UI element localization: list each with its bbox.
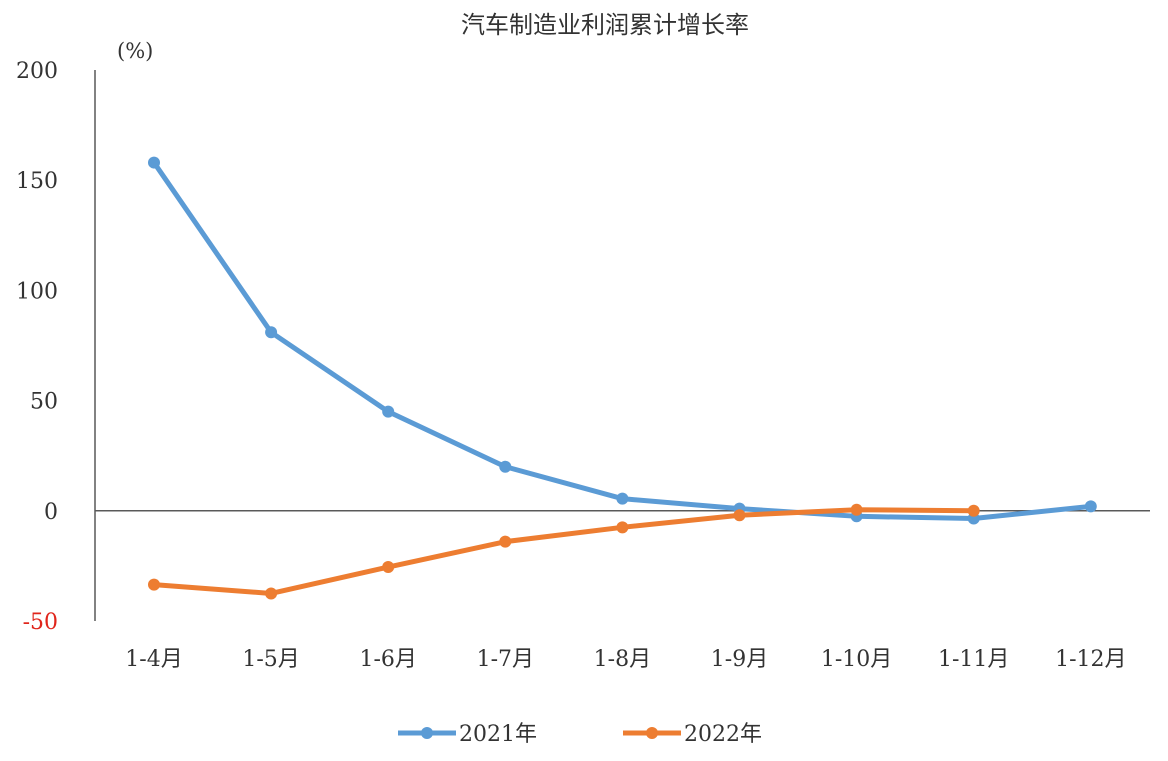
series-line-2 bbox=[151, 507, 977, 596]
series-2-point bbox=[499, 535, 512, 548]
x-tick-label: 1-4月 bbox=[125, 647, 182, 672]
x-tick-label: 1-10月 bbox=[821, 647, 892, 672]
y-tick-label: 0 bbox=[44, 500, 58, 525]
x-tick-label: 1-5月 bbox=[242, 647, 299, 672]
series-layer bbox=[148, 156, 1097, 600]
legend-label: 2022年 bbox=[684, 722, 762, 747]
x-tick-label: 1-11月 bbox=[938, 647, 1009, 672]
series-2-point bbox=[265, 587, 278, 600]
y-axis-unit-label: (%) bbox=[117, 39, 153, 63]
x-tick-label: 1-12月 bbox=[1055, 647, 1126, 672]
series-2-point bbox=[733, 509, 746, 522]
y-tick-label: -50 bbox=[23, 610, 58, 635]
series-1-point bbox=[148, 156, 160, 169]
y-tick-label: 200 bbox=[16, 59, 58, 84]
y-tick-label: 150 bbox=[16, 169, 58, 194]
y-tick-label: 100 bbox=[16, 279, 58, 304]
series-1-point bbox=[265, 326, 278, 339]
series-line-1 bbox=[151, 160, 1094, 522]
series-2-point bbox=[967, 504, 980, 517]
series-1-point bbox=[1084, 500, 1097, 513]
series-2-point bbox=[382, 561, 395, 574]
x-tick-label: 1-7月 bbox=[477, 647, 534, 672]
legend-label: 2021年 bbox=[459, 722, 537, 747]
legend-swatch-marker bbox=[421, 727, 433, 739]
legend-swatch-marker bbox=[646, 727, 658, 739]
x-tick-labels: 1-4月 1-5月 1-6月 1-7月 1-8月 1-9月 1-10月 1-11月 1-12月 bbox=[125, 647, 1126, 672]
series-1-point bbox=[499, 460, 512, 473]
y-tick-label: 50 bbox=[30, 390, 58, 415]
series-1-point bbox=[382, 405, 395, 418]
series-1-point bbox=[616, 492, 629, 505]
series-2-point bbox=[850, 503, 863, 516]
x-tick-label: 1-9月 bbox=[711, 647, 768, 672]
series-2-point bbox=[148, 578, 160, 591]
y-tick-labels: 200 150 100 50 0 -50 bbox=[16, 59, 58, 635]
x-tick-label: 1-6月 bbox=[359, 647, 416, 672]
series-2-point bbox=[616, 521, 629, 534]
x-tick-label: 1-8月 bbox=[594, 647, 651, 672]
legend: 2021年 2022年 bbox=[398, 722, 762, 747]
chart-title: 汽车制造业利润累计增长率 bbox=[461, 11, 749, 39]
